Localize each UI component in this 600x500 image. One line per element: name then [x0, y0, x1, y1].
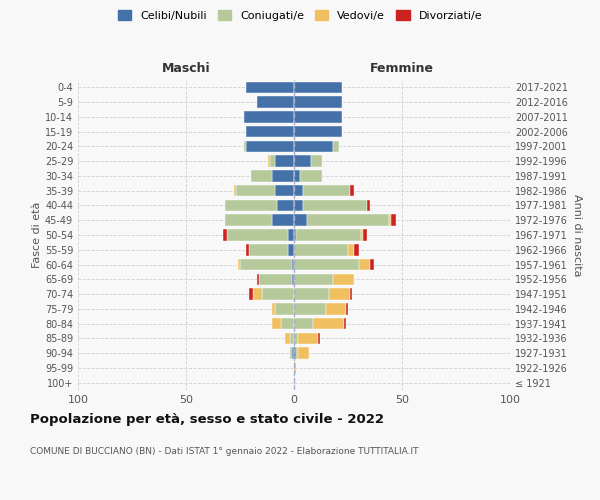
Bar — [298, 332, 318, 344]
Bar — [302, 200, 367, 211]
Bar — [391, 214, 395, 226]
Bar — [290, 348, 292, 359]
Bar — [294, 348, 296, 359]
Bar — [294, 126, 341, 138]
Bar — [294, 259, 359, 270]
Bar — [367, 200, 370, 211]
Bar — [294, 96, 341, 108]
Bar — [329, 288, 350, 300]
Bar — [333, 274, 355, 285]
Bar — [275, 303, 294, 314]
Bar — [286, 332, 290, 344]
Bar — [247, 140, 294, 152]
Bar — [292, 274, 294, 285]
Bar — [294, 274, 333, 285]
Bar — [313, 318, 344, 330]
Bar — [257, 96, 294, 108]
Bar — [355, 244, 359, 256]
Bar — [307, 214, 389, 226]
Bar — [363, 229, 367, 241]
Bar — [296, 348, 298, 359]
Bar — [287, 244, 294, 256]
Bar — [294, 214, 307, 226]
Bar — [290, 332, 294, 344]
Bar — [247, 244, 248, 256]
Bar — [311, 156, 322, 167]
Bar — [333, 140, 340, 152]
Bar — [370, 259, 374, 270]
Bar — [272, 214, 294, 226]
Y-axis label: Anni di nascita: Anni di nascita — [572, 194, 582, 276]
Bar — [292, 348, 294, 359]
Bar — [287, 229, 294, 241]
Text: COMUNE DI BUCCIANO (BN) - Dati ISTAT 1° gennaio 2022 - Elaborazione TUTTITALIA.I: COMUNE DI BUCCIANO (BN) - Dati ISTAT 1° … — [30, 448, 419, 456]
Bar — [298, 348, 309, 359]
Bar — [294, 318, 313, 330]
Bar — [238, 259, 240, 270]
Bar — [259, 274, 292, 285]
Bar — [359, 259, 370, 270]
Bar — [272, 170, 294, 181]
Bar — [294, 244, 348, 256]
Bar — [296, 229, 361, 241]
Bar — [270, 156, 275, 167]
Bar — [227, 229, 287, 241]
Bar — [344, 318, 346, 330]
Bar — [272, 318, 281, 330]
Bar — [248, 288, 253, 300]
Bar — [318, 332, 320, 344]
Bar — [233, 185, 236, 196]
Legend: Celibi/Nubili, Coniugati/e, Vedovi/e, Divorziati/e: Celibi/Nubili, Coniugati/e, Vedovi/e, Di… — [113, 6, 487, 25]
Bar — [275, 156, 294, 167]
Y-axis label: Fasce di età: Fasce di età — [32, 202, 42, 268]
Bar — [225, 214, 272, 226]
Bar — [248, 244, 287, 256]
Bar — [348, 244, 355, 256]
Bar — [350, 185, 355, 196]
Bar — [223, 229, 227, 241]
Bar — [247, 82, 294, 93]
Bar — [301, 170, 322, 181]
Bar — [236, 185, 275, 196]
Bar — [294, 362, 296, 374]
Bar — [292, 259, 294, 270]
Bar — [389, 214, 391, 226]
Bar — [361, 229, 363, 241]
Bar — [268, 156, 270, 167]
Bar — [294, 332, 298, 344]
Bar — [257, 274, 259, 285]
Bar — [294, 185, 302, 196]
Bar — [275, 185, 294, 196]
Bar — [262, 288, 294, 300]
Bar — [277, 200, 294, 211]
Bar — [294, 111, 341, 122]
Bar — [240, 259, 292, 270]
Bar — [302, 185, 350, 196]
Bar — [281, 318, 294, 330]
Bar — [244, 140, 247, 152]
Bar — [247, 126, 294, 138]
Bar — [294, 229, 296, 241]
Bar — [294, 288, 329, 300]
Bar — [350, 288, 352, 300]
Bar — [294, 82, 341, 93]
Text: Femmine: Femmine — [370, 62, 434, 75]
Bar — [272, 303, 275, 314]
Bar — [326, 303, 346, 314]
Bar — [294, 200, 302, 211]
Bar — [251, 170, 272, 181]
Text: Maschi: Maschi — [161, 62, 211, 75]
Bar — [294, 156, 311, 167]
Bar — [294, 303, 326, 314]
Bar — [346, 303, 348, 314]
Text: Popolazione per età, sesso e stato civile - 2022: Popolazione per età, sesso e stato civil… — [30, 412, 384, 426]
Bar — [253, 288, 262, 300]
Bar — [294, 170, 301, 181]
Bar — [244, 111, 294, 122]
Bar — [294, 140, 333, 152]
Bar — [225, 200, 277, 211]
